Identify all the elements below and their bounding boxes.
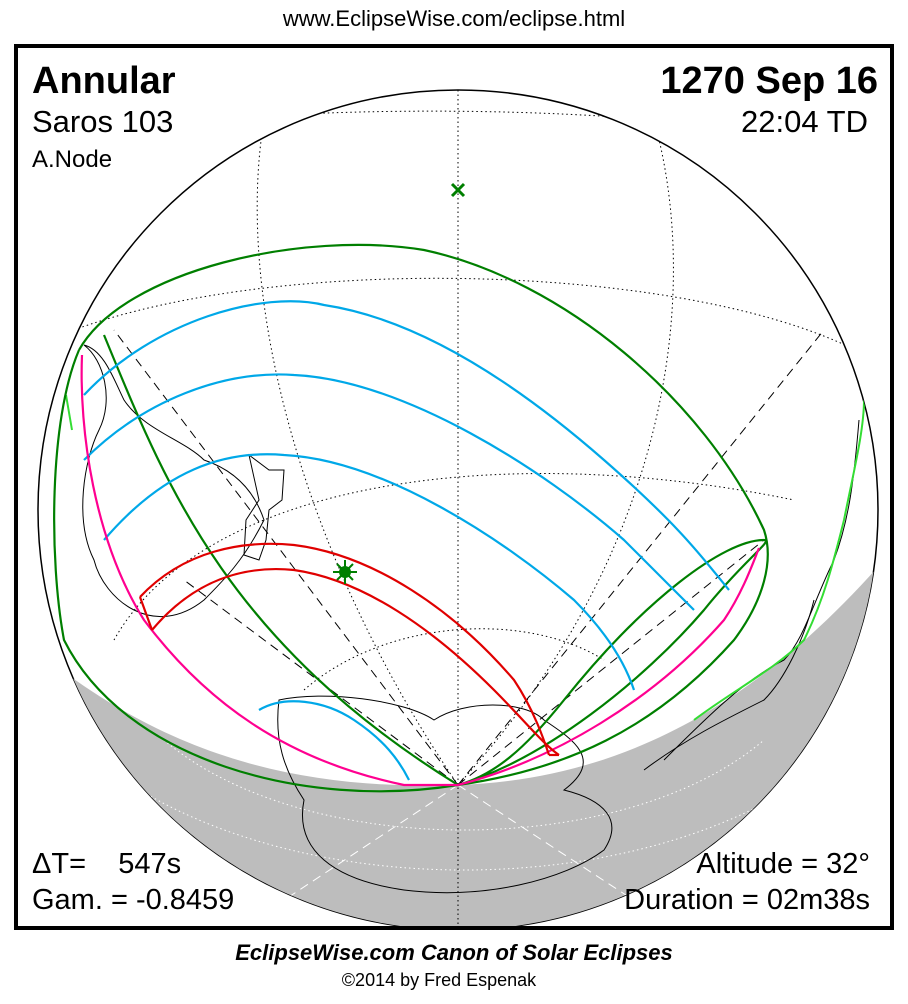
sun-altitude: Altitude = 32° xyxy=(696,848,870,880)
globe-map xyxy=(37,89,879,926)
central-duration: Duration = 02m38s xyxy=(624,884,870,916)
greatest-eclipse-star-icon xyxy=(333,560,357,584)
coast-new-zealand xyxy=(243,453,285,561)
eclipse-date: 1270 Sep 16 xyxy=(660,60,878,102)
eclipse-map-frame: Annular Saros 103 A.Node 1270 Sep 16 22:… xyxy=(14,44,894,930)
night-region xyxy=(38,560,878,926)
sunrise-sunset-curve xyxy=(80,354,761,787)
saros-number: Saros 103 xyxy=(32,104,174,139)
canon-title: EclipseWise.com Canon of Solar Eclipses xyxy=(235,940,673,965)
gamma-value: Gam. = -0.8459 xyxy=(32,884,235,916)
coast-australia xyxy=(82,344,265,618)
subsolar-point-x-icon xyxy=(450,182,466,198)
copyright: ©2014 by Fred Espenak xyxy=(341,970,537,990)
node-label: A.Node xyxy=(32,146,113,173)
delta-t: ΔT= 547s xyxy=(32,848,182,880)
central-path xyxy=(138,542,560,757)
eclipse-time: 22:04 TD xyxy=(741,104,868,139)
eclipse-type: Annular xyxy=(32,60,176,102)
penumbral-limits xyxy=(53,243,769,793)
coast-antarctica xyxy=(277,695,613,894)
magnitude-contours xyxy=(83,300,730,781)
source-url[interactable]: www.EclipseWise.com/eclipse.html xyxy=(282,6,626,31)
